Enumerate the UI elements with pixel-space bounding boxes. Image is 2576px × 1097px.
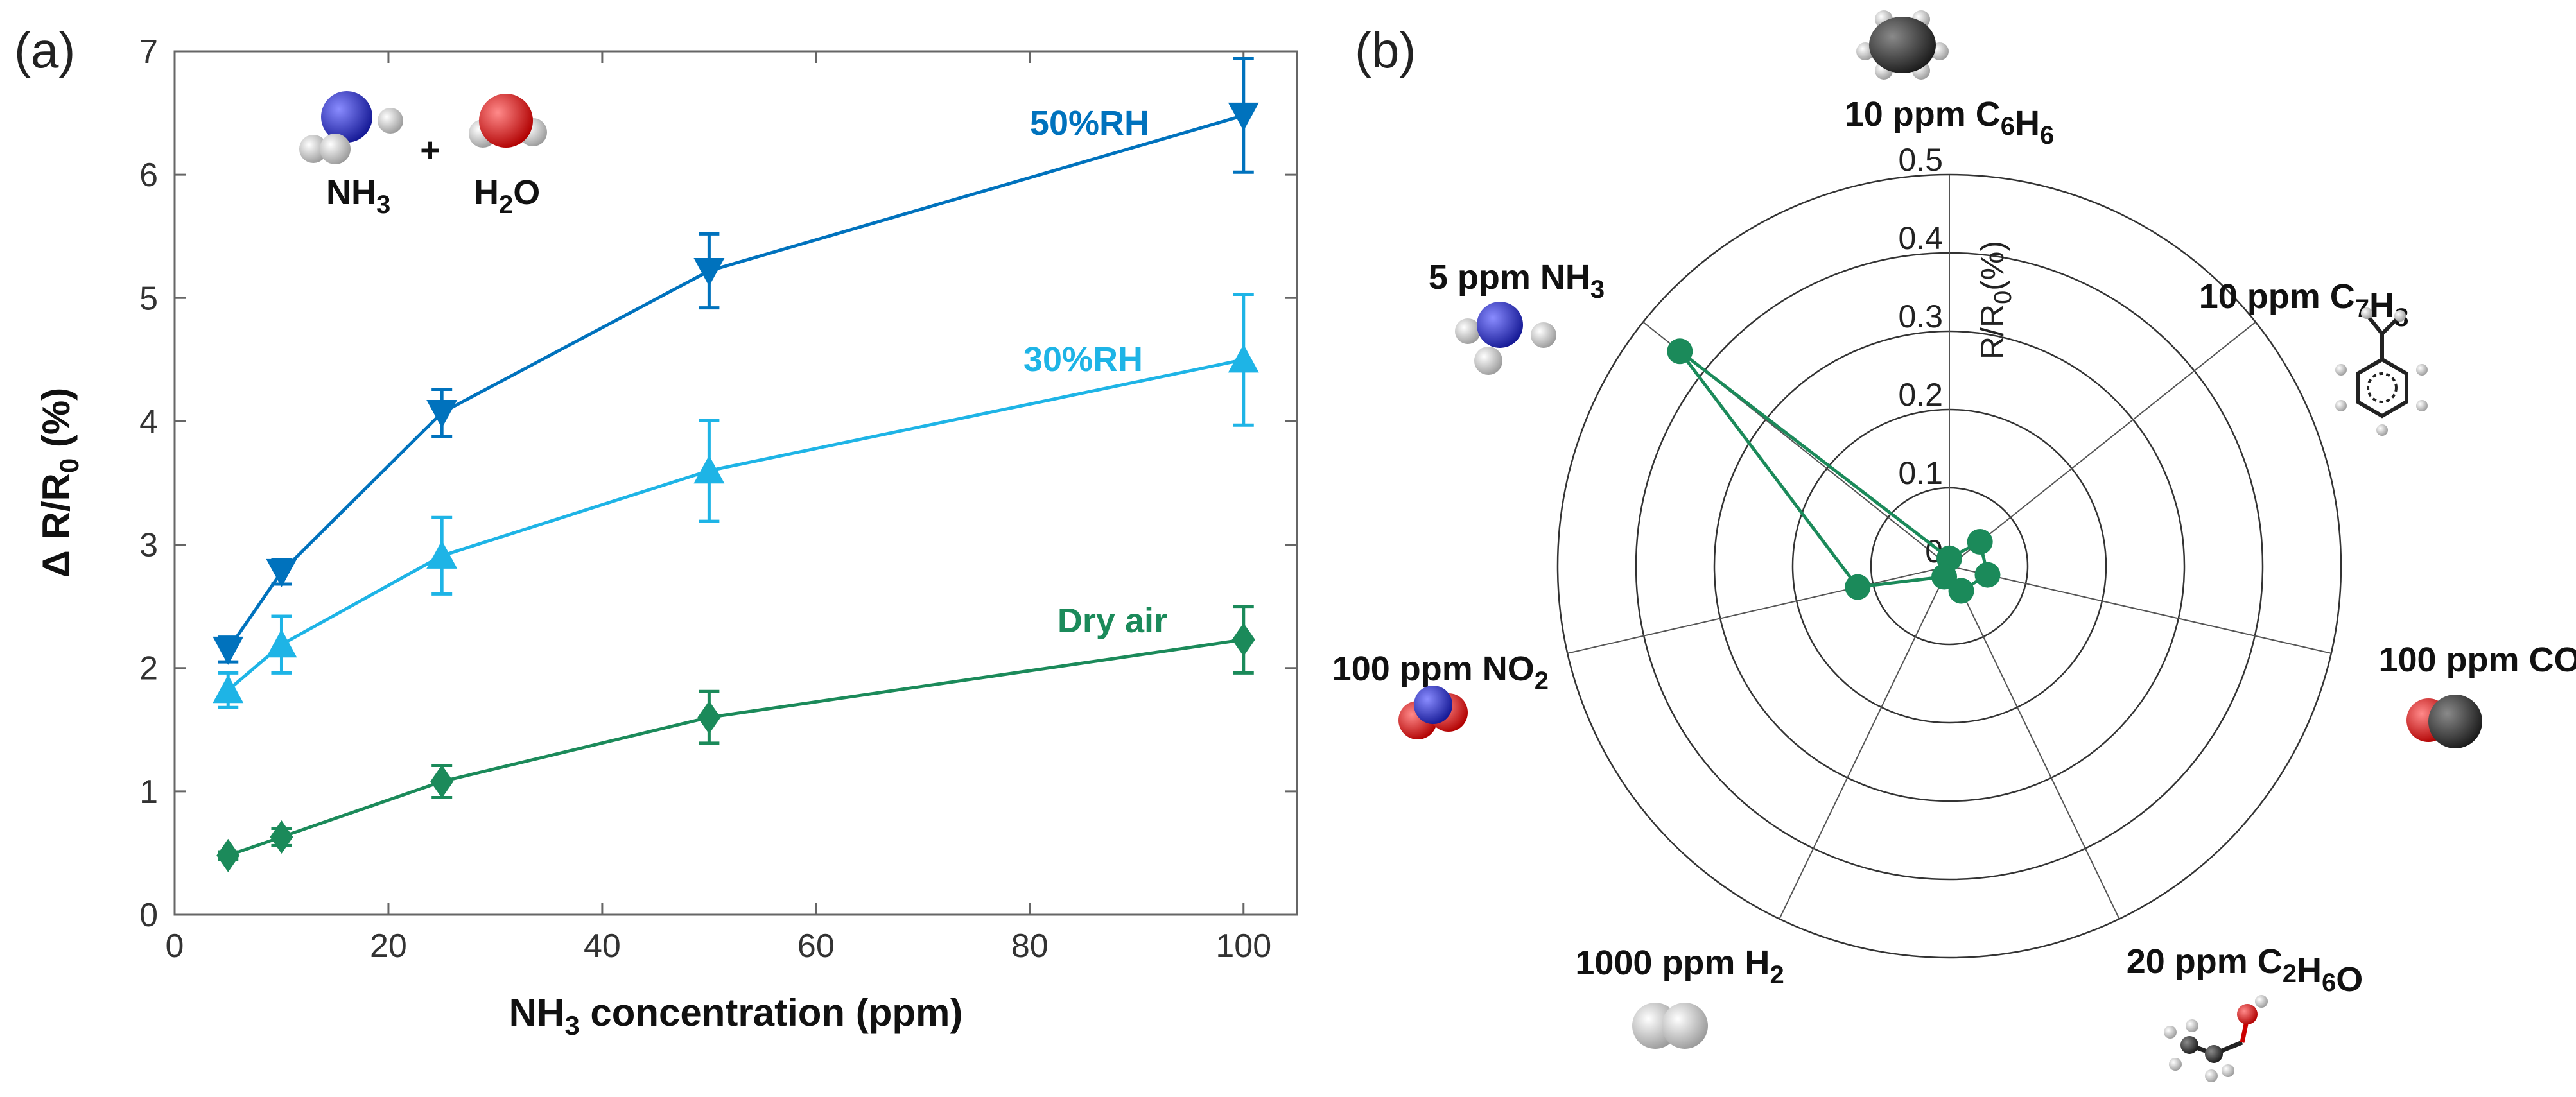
radial-spoke <box>1779 566 1950 920</box>
data-point <box>266 558 297 587</box>
x-tick-label: 100 <box>1215 928 1271 965</box>
radial-tick-label: 0.2 <box>1898 377 1943 413</box>
radial-spoke <box>1949 566 2120 920</box>
panel-a-line-chart: (a) 0 20 40 60 80 100 0 1 2 3 4 5 6 7 50%RH 30%RH Dry a… <box>14 22 1298 1041</box>
radial-spoke <box>1567 566 1950 654</box>
radial-tick-label: 0.3 <box>1898 298 1943 334</box>
data-point <box>697 700 721 734</box>
hydrogen-molecule-icon <box>1632 1003 1708 1049</box>
y-tick-label: 5 <box>139 280 158 317</box>
series-line <box>227 358 1244 692</box>
data-series: 50%RH 30%RH Dry air <box>213 57 1259 872</box>
radial-axis-title: R/R0(%) <box>1974 241 2017 359</box>
radar-point <box>1931 564 1958 590</box>
data-point <box>270 820 293 854</box>
toluene-hydrogens-icon <box>2335 307 2428 436</box>
radial-tick-label: 0.5 <box>1898 142 1943 178</box>
category-label: 10 ppm C7H8 <box>2199 277 2409 332</box>
plot-frame <box>173 50 1298 916</box>
series-label: Dry air <box>1057 601 1167 640</box>
radar-point <box>1967 528 1993 555</box>
radial-spoke <box>1949 321 2256 567</box>
y-tick-label: 6 <box>139 157 158 194</box>
data-point <box>216 838 240 872</box>
data-point <box>426 540 458 569</box>
panel-a-label: (a) <box>14 22 75 78</box>
toluene-molecule-icon <box>2356 313 2408 419</box>
category-label: 1000 ppm H2 <box>1575 944 1784 989</box>
x-tick-label: 20 <box>370 928 407 965</box>
x-tick-label: 60 <box>797 928 835 965</box>
y-tick-label: 7 <box>139 33 158 71</box>
series-line <box>227 638 1244 858</box>
series-30-rh: 30%RH <box>213 293 1259 709</box>
data-point <box>213 675 244 704</box>
data-point <box>426 399 458 428</box>
category-label: 100 ppm NO2 <box>1332 650 1549 695</box>
x-tick-label: 40 <box>584 928 621 965</box>
data-point <box>266 629 297 658</box>
ethanol-molecule-icon <box>2164 995 2268 1082</box>
panel-b-label: (b) <box>1355 22 1416 78</box>
series-dry-air: Dry air <box>216 601 1255 872</box>
data-point <box>430 764 454 799</box>
nitrogen-dioxide-molecule-icon <box>1398 686 1468 739</box>
data-point <box>213 636 244 665</box>
y-axis-title: Δ R/R0 (%) <box>35 388 84 578</box>
series-label: 30%RH <box>1023 340 1143 379</box>
data-point <box>693 455 725 484</box>
series-label: 50%RH <box>1030 104 1149 143</box>
radar-series <box>1667 338 2001 604</box>
data-point <box>1228 344 1259 373</box>
category-label: 10 ppm C6H6 <box>1845 95 2055 150</box>
radar-point <box>1974 562 2001 588</box>
ammonia-label: NH3 <box>326 173 390 219</box>
category-label: 5 ppm NH3 <box>1429 258 1605 304</box>
category-label: 20 ppm C2H6O <box>2127 942 2363 999</box>
radial-tick-label: 0.4 <box>1898 220 1943 256</box>
water-label: H2O <box>474 173 540 219</box>
y-tick-label: 1 <box>139 773 158 811</box>
plus-sign: + <box>420 131 440 169</box>
ammonia-molecule-icon <box>299 91 403 164</box>
data-point <box>693 258 725 287</box>
radar-category-labels: 10 ppm C6H6 10 ppm C7H8 100 ppm CO 20 ppm C… <box>1332 95 2576 999</box>
y-tick-label: 2 <box>139 650 158 687</box>
benzene-molecule-icon <box>1856 10 1949 80</box>
radar-point <box>1948 578 1974 604</box>
series-50-rh: 50%RH <box>213 57 1259 665</box>
radar-point <box>1845 574 1871 600</box>
y-tick-label: 0 <box>139 897 158 934</box>
x-axis-title: NH3 concentration (ppm) <box>509 991 963 1041</box>
radial-spoke <box>1949 566 2331 654</box>
radial-tick-label: 0.1 <box>1898 455 1943 491</box>
carbon-monoxide-molecule-icon <box>2406 695 2482 748</box>
radar-grid: 00.10.20.30.40.5 <box>1556 142 2342 959</box>
x-tick-label: 0 <box>166 928 184 965</box>
data-point <box>1231 623 1255 657</box>
y-tick-label: 3 <box>139 527 158 564</box>
water-molecule-icon <box>469 94 547 148</box>
y-tick-label: 4 <box>139 403 158 440</box>
data-point <box>1228 102 1259 131</box>
x-tick-label: 80 <box>1011 928 1049 965</box>
axis-ticks: 0 20 40 60 80 100 0 1 2 3 4 5 6 7 <box>139 33 1297 965</box>
category-label: 100 ppm CO <box>2378 641 2576 679</box>
ammonia-molecule-icon-b <box>1455 302 1556 375</box>
radar-point <box>1667 338 1693 365</box>
